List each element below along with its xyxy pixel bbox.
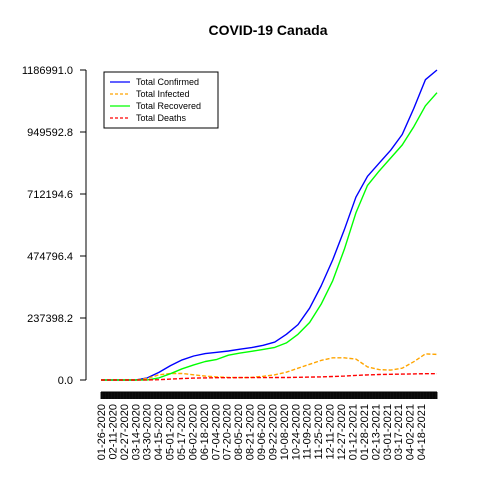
x-tick-label: 03-30-2020 xyxy=(142,404,154,460)
x-tick-label: 01-28-2021 xyxy=(359,404,371,460)
y-tick-label: 949592.8 xyxy=(27,127,73,139)
y-axis: 0.0 237398.2 474796.4 712194.6 949592.8 11869… xyxy=(22,65,87,387)
x-tick-label: 09-06-2020 xyxy=(256,404,268,460)
x-tick-label: 03-17-2021 xyxy=(393,404,405,460)
y-tick-label: 474796.4 xyxy=(27,251,73,263)
legend-box xyxy=(103,71,219,129)
series-line-total-recovered xyxy=(101,92,438,381)
legend-label: Total Confirmed xyxy=(136,77,199,87)
x-tick-label: 10-08-2020 xyxy=(279,404,291,460)
x-tick-label: 12-27-2020 xyxy=(336,404,348,460)
x-tick-label: 05-17-2020 xyxy=(176,404,188,460)
x-tick-label: 02-13-2021 xyxy=(370,404,382,460)
x-tick-label: 07-20-2020 xyxy=(222,404,234,460)
series-line-total-confirmed xyxy=(101,69,438,381)
y-tick-label: 1186991.0 xyxy=(22,65,73,77)
y-tick-label: 237398.2 xyxy=(27,313,73,325)
x-tick-label: 02-27-2020 xyxy=(119,404,131,460)
x-tick-label: 08-21-2020 xyxy=(245,404,257,460)
series-line-total-infected xyxy=(101,353,438,381)
y-tick-label: 0.0 xyxy=(58,375,73,387)
x-tick-label: 07-04-2020 xyxy=(210,404,222,460)
legend-label: Total Infected xyxy=(136,89,190,99)
y-tick-label: 712194.6 xyxy=(27,189,73,201)
x-tick-label: 04-18-2021 xyxy=(416,404,428,460)
x-tick-label: 03-01-2021 xyxy=(382,404,394,460)
x-tick-label: 08-05-2020 xyxy=(233,404,245,460)
x-tick-label: 06-18-2020 xyxy=(199,404,211,460)
x-tick-label: 01-26-2020 xyxy=(96,404,108,460)
x-tick-label: 06-02-2020 xyxy=(187,404,199,460)
x-tick-label: 04-02-2021 xyxy=(405,404,417,460)
x-tick-label: 05-01-2020 xyxy=(165,404,177,460)
chart-title: COVID-19 Canada xyxy=(208,22,327,38)
x-tick-label: 09-22-2020 xyxy=(267,404,279,460)
legend-label: Total Deaths xyxy=(136,113,187,123)
x-tick-label: 02-11-2020 xyxy=(107,404,119,459)
x-axis: 01-26-2020 02-11-2020 02-27-2020 03-14-2020… xyxy=(96,391,438,460)
x-tick-label: 11-09-2020 xyxy=(302,404,314,459)
legend: Total Confirmed Total Infected Total Recov… xyxy=(103,71,219,129)
x-tick-label: 10-24-2020 xyxy=(290,404,302,460)
series-lines xyxy=(101,69,438,381)
x-tick-label: 01-12-2021 xyxy=(347,404,359,460)
x-tick-label: 03-14-2020 xyxy=(130,404,142,460)
x-tick-label: 11-25-2020 xyxy=(313,404,325,459)
x-tick-label: 12-11-2020 xyxy=(325,404,337,459)
series-line-total-deaths xyxy=(101,373,437,381)
legend-label: Total Recovered xyxy=(136,101,201,111)
x-tick-label: 04-15-2020 xyxy=(153,404,165,460)
